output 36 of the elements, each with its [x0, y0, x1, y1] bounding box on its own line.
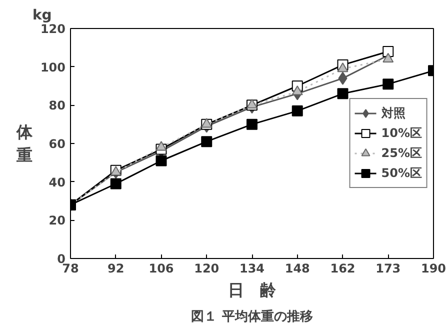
text: kg: [32, 8, 52, 24]
y-axis-title: 体重: [15, 122, 34, 164]
point: [382, 52, 394, 63]
x-tick-label: 78: [62, 262, 79, 276]
y-tick-label: 80: [48, 98, 66, 113]
x-tick-label: 106: [148, 262, 174, 276]
legend-label: 10%区: [381, 124, 422, 142]
x-axis-title: 日 齢: [228, 280, 277, 300]
x-tick-label: 148: [284, 262, 310, 276]
point: [156, 155, 167, 166]
point: [337, 62, 348, 72]
y-tick-label: 20: [48, 214, 66, 228]
y-tick-label: 120: [40, 22, 66, 36]
legend-label: 対照: [381, 104, 406, 122]
point: [156, 141, 167, 151]
x-tick-label: 134: [239, 262, 265, 276]
point: [382, 78, 394, 90]
y-tick-label: 100: [40, 60, 66, 74]
x-tick-label: 173: [376, 262, 401, 276]
point: [292, 85, 303, 96]
x-tick-label: 190: [420, 262, 446, 276]
point: [338, 72, 348, 85]
x-tick-label: 92: [108, 262, 124, 276]
x-tick-label: 162: [330, 262, 356, 276]
legend-label: 50%区: [381, 164, 422, 182]
y-tick-label: 40: [48, 175, 66, 190]
point: [337, 88, 348, 100]
x-tick-label: 120: [194, 262, 220, 276]
text: 図１ 平均体重の推移: [191, 308, 313, 324]
legend-label: 25%区: [381, 144, 422, 162]
point: [292, 105, 303, 116]
point: [110, 178, 122, 190]
point: [246, 118, 258, 130]
y-tick-label: 60: [48, 137, 66, 151]
point: [201, 136, 212, 148]
point: [382, 46, 394, 57]
